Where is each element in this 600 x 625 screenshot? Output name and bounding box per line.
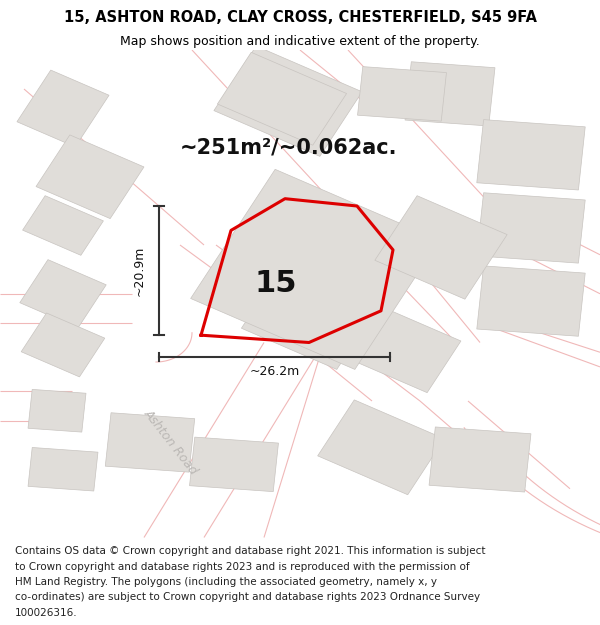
Text: 15, ASHTON ROAD, CLAY CROSS, CHESTERFIELD, S45 9FA: 15, ASHTON ROAD, CLAY CROSS, CHESTERFIEL… [64, 10, 536, 25]
Polygon shape [375, 196, 507, 299]
Polygon shape [358, 67, 446, 121]
Polygon shape [28, 389, 86, 432]
Polygon shape [28, 448, 98, 491]
Polygon shape [20, 259, 106, 328]
Text: Contains OS data © Crown copyright and database right 2021. This information is : Contains OS data © Crown copyright and d… [15, 546, 485, 556]
Polygon shape [190, 437, 278, 492]
Polygon shape [477, 119, 585, 190]
Text: Map shows position and indicative extent of the property.: Map shows position and indicative extent… [120, 35, 480, 48]
Text: ~251m²/~0.062ac.: ~251m²/~0.062ac. [179, 138, 397, 158]
Polygon shape [214, 46, 362, 156]
Text: ~26.2m: ~26.2m [250, 365, 300, 378]
Polygon shape [429, 427, 531, 492]
Text: HM Land Registry. The polygons (including the associated geometry, namely x, y: HM Land Registry. The polygons (includin… [15, 577, 437, 587]
Polygon shape [477, 266, 585, 336]
Polygon shape [21, 313, 105, 377]
Polygon shape [105, 412, 195, 472]
Polygon shape [337, 302, 461, 392]
Polygon shape [217, 52, 347, 145]
Text: ~20.9m: ~20.9m [133, 245, 146, 296]
Polygon shape [23, 196, 103, 255]
Text: Ashton Road: Ashton Road [142, 408, 200, 478]
Polygon shape [477, 192, 585, 263]
Polygon shape [241, 277, 371, 369]
Polygon shape [405, 62, 495, 126]
Polygon shape [17, 70, 109, 147]
Text: 100026316.: 100026316. [15, 608, 77, 618]
Polygon shape [191, 169, 439, 369]
Text: co-ordinates) are subject to Crown copyright and database rights 2023 Ordnance S: co-ordinates) are subject to Crown copyr… [15, 592, 480, 602]
Polygon shape [36, 135, 144, 219]
Polygon shape [317, 400, 445, 495]
Text: to Crown copyright and database rights 2023 and is reproduced with the permissio: to Crown copyright and database rights 2… [15, 561, 470, 571]
Text: 15: 15 [255, 269, 297, 299]
